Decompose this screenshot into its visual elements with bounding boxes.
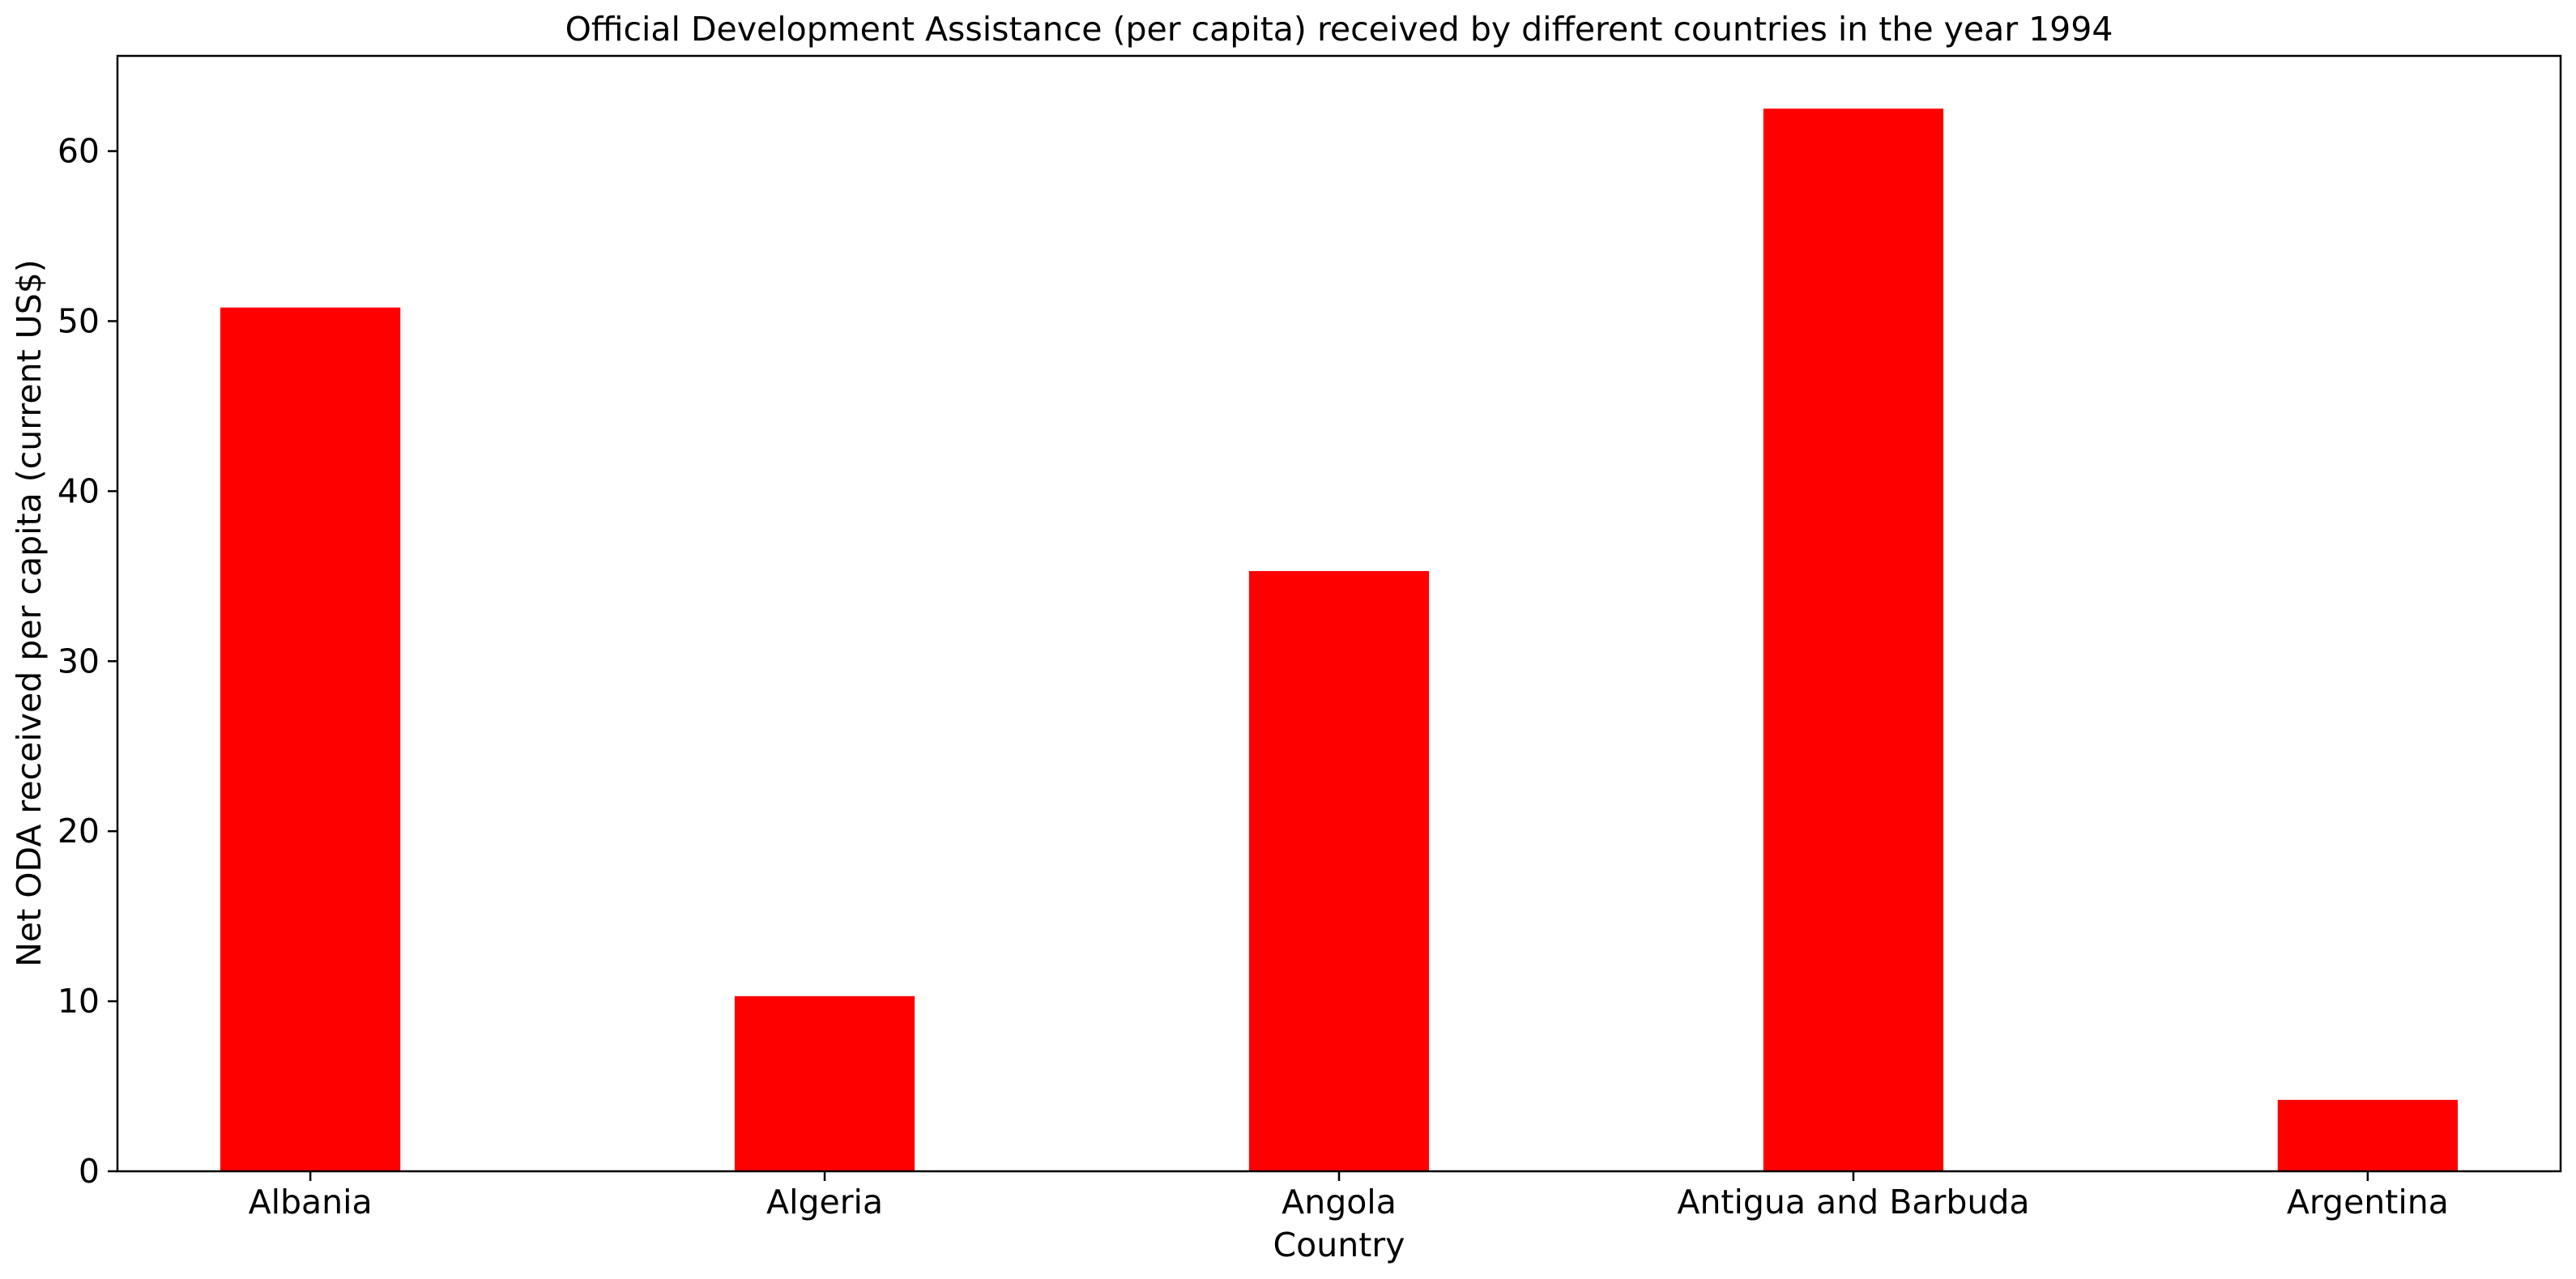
chart-title: Official Development Assistance (per cap… <box>565 10 2113 49</box>
x-tick-label: Argentina <box>2287 1183 2449 1221</box>
x-tick-label: Albania <box>249 1183 373 1221</box>
x-axis: Albania Algeria Angola Antigua and Barbuda A… <box>249 1171 2449 1221</box>
bar-algeria <box>734 995 915 1171</box>
bar-albania <box>220 307 401 1171</box>
y-tick-label: 30 <box>58 642 100 680</box>
bar-angola <box>1248 571 1430 1171</box>
bar-antigua-and-barbuda <box>1763 109 1944 1171</box>
bars-group <box>220 109 2459 1171</box>
y-tick-label: 60 <box>58 132 100 171</box>
x-axis-label: Country <box>1273 1226 1405 1264</box>
y-tick-label: 10 <box>58 982 100 1021</box>
y-tick-label: 40 <box>58 471 100 510</box>
y-tick-label: 0 <box>79 1152 100 1191</box>
x-tick-label: Algeria <box>766 1183 883 1221</box>
y-axis-label: Net ODA received per capita (current US$… <box>10 259 49 967</box>
bar-argentina <box>2277 1099 2459 1171</box>
y-tick-label: 20 <box>58 812 100 851</box>
x-tick-label: Angola <box>1282 1183 1397 1221</box>
y-tick-label: 50 <box>58 301 100 340</box>
y-axis: 0 10 20 30 40 50 60 <box>58 132 117 1191</box>
x-tick-label: Antigua and Barbuda <box>1677 1183 2029 1221</box>
plot-frame <box>116 54 2562 1173</box>
